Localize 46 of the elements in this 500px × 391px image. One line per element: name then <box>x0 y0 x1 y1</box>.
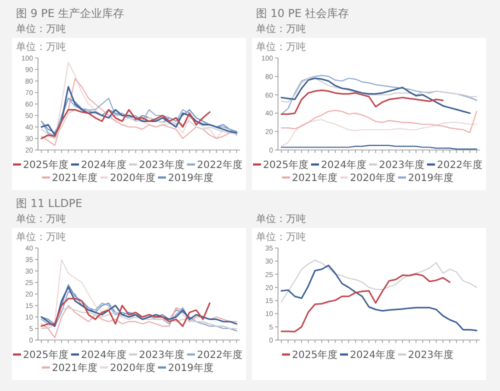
legend-label: 2022年度 <box>197 349 242 361</box>
legend-label: 2024年度 <box>321 159 366 171</box>
legend-label: 2019年度 <box>168 172 214 184</box>
line-series <box>40 304 238 338</box>
line-series <box>280 110 478 134</box>
line-series <box>280 78 478 103</box>
y-axis-title: 单位：万吨 <box>16 41 66 53</box>
legend-label: 2023年度 <box>379 159 424 171</box>
legend-label: 2020年度 <box>350 172 396 184</box>
legend-label: 2025年度 <box>292 349 338 361</box>
chart-title: 图 9 PE 生产企业库存 <box>16 7 124 20</box>
line-series <box>280 264 478 332</box>
legend-label: 2022年度 <box>197 159 242 171</box>
line-series <box>40 307 238 330</box>
legend-label: 2019年度 <box>168 362 214 374</box>
legend-label: 2025年度 <box>23 159 68 171</box>
line-series <box>280 260 478 302</box>
line-series <box>280 89 444 115</box>
legend-label: 2025年度 <box>263 159 308 171</box>
line-series <box>40 298 210 327</box>
y-axis-title: 单位：万吨 <box>256 41 306 53</box>
line-series <box>280 119 478 147</box>
legend-label: 2022年度 <box>437 159 482 171</box>
legend-label: 2023年度 <box>139 349 184 361</box>
y-axis-title: 单位：万吨 <box>16 231 66 243</box>
chart-subtitle: 单位：万吨 <box>16 213 66 225</box>
line-series <box>280 273 450 332</box>
legend-label: 2020年度 <box>110 362 156 374</box>
legend-label: 2023年度 <box>408 349 454 361</box>
chart-title: 图 11 LLDPE <box>16 197 82 210</box>
legend-label: 2021年度 <box>52 172 98 184</box>
chart-subtitle: 单位：万吨 <box>16 23 66 35</box>
legend-label: 2019年度 <box>408 172 454 184</box>
legend-label: 2021年度 <box>52 362 98 374</box>
chart-title: 图 10 PE 社会库存 <box>256 7 350 20</box>
legend-label: 2020年度 <box>110 172 156 184</box>
legend-label: 2024年度 <box>81 349 126 361</box>
legend-label: 2023年度 <box>139 159 184 171</box>
legend-label: 2024年度 <box>350 349 396 361</box>
chart-subtitle: 单位：万吨 <box>256 213 306 225</box>
chart-subtitle: 单位：万吨 <box>256 23 306 35</box>
legend-label: 2025年度 <box>23 349 68 361</box>
legend-label: 2021年度 <box>292 172 338 184</box>
y-axis-title: 单位：万吨 <box>256 231 306 243</box>
legend-label: 2024年度 <box>81 159 126 171</box>
line-series <box>40 86 238 136</box>
